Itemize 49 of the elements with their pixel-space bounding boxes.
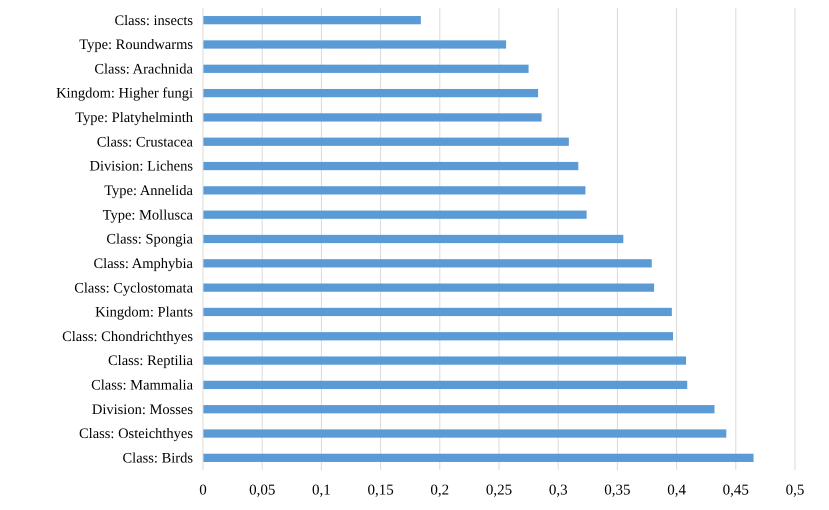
bar (203, 405, 714, 414)
y-tick-label: Division: Mosses (92, 402, 194, 418)
y-tick-label: Type: Roundwarms (79, 37, 194, 54)
x-tick-label: 0,35 (604, 482, 631, 499)
x-tick-label: 0,25 (486, 482, 512, 499)
y-tick-label: Class: Amphybia (94, 256, 194, 272)
bar (203, 308, 672, 316)
y-tick-label: Type: Mollusca (102, 207, 194, 224)
y-tick-label: Division: Lichens (89, 158, 194, 175)
bar (203, 284, 654, 292)
bar (203, 454, 754, 462)
y-tick-label: Class: Birds (122, 450, 194, 466)
bar (203, 40, 506, 49)
bar (203, 234, 624, 244)
y-tick-label: Class: Osteichthyes (79, 426, 194, 442)
x-tick-label: 0,15 (367, 482, 394, 499)
bar (203, 16, 421, 24)
y-tick-label: Class: Cyclostomata (74, 280, 194, 296)
bar (203, 186, 586, 194)
x-tick-label: 0,3 (548, 482, 568, 499)
y-tick-label: Class: Arachnida (94, 61, 194, 78)
bar (203, 380, 688, 390)
y-tick-label: Class: Spongia (106, 232, 194, 248)
x-tick-label: 0,2 (430, 482, 450, 499)
y-tick-label: Class: Reptilia (108, 353, 194, 370)
bar (203, 332, 674, 340)
y-tick-label: Class: insects (114, 12, 194, 29)
bar (203, 162, 578, 170)
y-tick-label: Kingdom: Plants (95, 304, 194, 321)
x-tick-label: 0,4 (667, 482, 686, 499)
bar (203, 210, 587, 219)
y-tick-label: Kingdom: Higher fungi (56, 86, 193, 102)
y-tick-label: Class: Crustacea (96, 134, 194, 150)
bar (203, 138, 569, 146)
bar (203, 64, 529, 73)
x-tick-label: 0,5 (786, 482, 804, 499)
y-tick-label: Type: Platyhelminth (75, 110, 194, 126)
x-tick-label: 0,1 (312, 482, 331, 499)
bar (203, 259, 652, 268)
bar (203, 356, 686, 365)
y-tick-label: Class: Chondrichthyes (62, 328, 194, 345)
x-tick-label: 0 (199, 482, 207, 499)
y-tick-label: Type: Annelida (104, 183, 194, 200)
y-tick-label: Class: Mammalia (91, 378, 194, 394)
x-tick-label: 0,45 (722, 482, 749, 499)
bar (203, 88, 538, 98)
bar (203, 113, 542, 122)
bar (203, 429, 726, 438)
x-tick-label: 0,05 (249, 482, 276, 499)
